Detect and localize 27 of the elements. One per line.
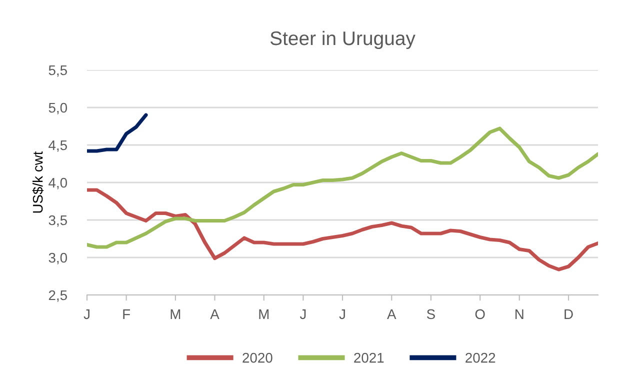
x-tick-label: J <box>300 309 306 320</box>
y-tick-label: 4,5 <box>48 140 67 152</box>
x-tick-label: N <box>516 309 524 319</box>
x-tick-label: M <box>259 309 269 319</box>
x-tick-label: S <box>426 309 435 320</box>
x-tick-label: F <box>123 309 130 319</box>
y-tick-label: 3,5 <box>48 215 67 227</box>
y-axis-title: US$/k cwt <box>32 151 44 213</box>
line-series <box>87 113 148 153</box>
x-tick-label: A <box>387 309 396 319</box>
x-tick-label: J <box>84 309 90 320</box>
legend-label: 2022 <box>466 352 496 363</box>
x-tick-label: O <box>475 309 485 320</box>
x-tick-label: M <box>170 309 180 319</box>
x-tick-label: J <box>339 309 345 320</box>
y-tick-label: 5,5 <box>48 65 67 77</box>
y-tick-label: 4,0 <box>48 178 68 190</box>
y-tick-label: 2,5 <box>48 290 67 302</box>
line-series <box>87 126 598 249</box>
legend-label: 2020 <box>242 352 272 363</box>
chart-title: Steer in Uruguay <box>270 30 416 50</box>
x-tick-label: A <box>210 309 220 319</box>
x-tick-label: D <box>564 309 573 319</box>
y-tick-label: 3,0 <box>48 252 68 264</box>
y-tick-label: 5,0 <box>48 102 68 114</box>
line-series <box>87 188 598 272</box>
legend-label: 2021 <box>354 352 384 363</box>
